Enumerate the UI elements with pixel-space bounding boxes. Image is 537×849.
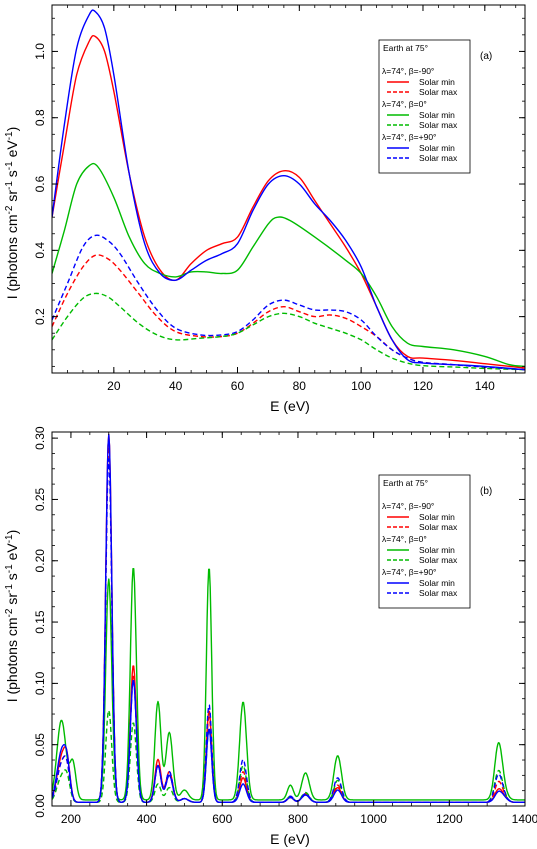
legend: Earth at 75°λ=74°, β=-90°Solar minSolar … xyxy=(378,474,471,609)
x-tick-label: 40 xyxy=(169,379,183,393)
legend-group-label: λ=74°, β=0° xyxy=(382,534,427,544)
series-line-2 xyxy=(52,162,525,368)
y-axis-title-exponent: -1 xyxy=(4,131,15,140)
legend-group-label: λ=74°, β=-90° xyxy=(382,66,434,76)
y-axis-title-exponent: -1 xyxy=(4,584,15,593)
plot-frame xyxy=(51,431,526,807)
y-axis-title-text: eV xyxy=(4,543,20,565)
x-tick-label: 200 xyxy=(61,812,81,826)
legend-entry-label: Solar min xyxy=(419,545,455,555)
y-tick-label: 0.2 xyxy=(33,308,47,325)
y-tick-label: 0.20 xyxy=(33,549,47,573)
y-axis-title-exponent: -2 xyxy=(4,205,15,214)
legend-entry-label: Solar max xyxy=(419,588,458,598)
legend-group-label: λ=74°, β=+90° xyxy=(382,132,436,142)
y-tick-label: 0.25 xyxy=(33,487,47,511)
legend-entry-label: Solar min xyxy=(419,512,455,522)
y-tick-label: 0.10 xyxy=(33,671,47,695)
y-axis-title-text: sr xyxy=(4,190,20,206)
legend-box xyxy=(378,39,471,174)
legend-entry-label: Solar max xyxy=(419,153,458,163)
x-tick-label: 400 xyxy=(137,812,157,826)
legend-title: Earth at 75° xyxy=(383,43,428,53)
y-axis-title-text: s xyxy=(4,573,20,584)
x-tick-label: 80 xyxy=(293,379,307,393)
legend: Earth at 75°λ=74°, β=-90°Solar minSolar … xyxy=(378,39,471,174)
x-tick-label: 60 xyxy=(231,379,245,393)
x-tick-label: 600 xyxy=(212,812,232,826)
legend-group-label: λ=74°, β=0° xyxy=(382,99,427,109)
y-axis-title-exponent: -1 xyxy=(4,181,15,190)
chart-panel-a: 20 40 60 80 100 120 140 0.2 0.4 0.6 0.8 1.0 E (eV) I … xyxy=(4,4,526,414)
series-line-4 xyxy=(52,9,525,371)
panel-tag: (a) xyxy=(480,51,492,62)
legend-group-label: λ=74°, β=-90° xyxy=(382,501,434,511)
y-axis-title-exponent: -1 xyxy=(4,161,15,170)
series-group xyxy=(52,9,525,371)
y-tick-label: 0.15 xyxy=(33,610,47,634)
chart-panel-b: 200 400 600 800 1000 1200 1400 0.00 0.05 0.10 0.15… xyxy=(4,426,537,847)
y-axis-title-exponent: -2 xyxy=(4,608,15,617)
y-axis-title-text: I (photons cm xyxy=(4,214,20,299)
x-tick-label: 800 xyxy=(288,812,308,826)
x-axis-title: E (eV) xyxy=(270,398,310,414)
x-tick-label: 1000 xyxy=(360,812,387,826)
x-tick-label: 140 xyxy=(475,379,495,393)
legend-entry-label: Solar min xyxy=(419,77,455,87)
y-tick-label: 0.00 xyxy=(33,794,47,818)
series-line-3 xyxy=(52,292,525,371)
y-tick-label: 0.6 xyxy=(33,175,47,192)
series-line-2 xyxy=(52,568,525,801)
legend-box xyxy=(378,474,471,609)
y-tick-label: 1.0 xyxy=(33,43,47,60)
series-line-5 xyxy=(52,234,525,371)
y-axis-title-exponent: -1 xyxy=(4,534,15,543)
y-tick-label: 0.4 xyxy=(33,242,47,259)
series-group xyxy=(52,433,525,803)
legend-title: Earth at 75° xyxy=(383,478,428,488)
y-axis-title-text: sr xyxy=(4,593,20,609)
series-line-1 xyxy=(52,254,525,371)
series-line-5 xyxy=(52,458,525,803)
y-axis-title: I (photons cm-2 sr-1 s-1 eV-1) xyxy=(4,530,21,703)
legend-entry-label: Solar max xyxy=(419,87,458,97)
y-axis-title-exponent: -1 xyxy=(4,564,15,573)
y-axis-title-text: ) xyxy=(4,127,20,132)
x-tick-label: 20 xyxy=(107,379,121,393)
y-axis-title-text: s xyxy=(4,170,20,181)
series-line-3 xyxy=(52,709,525,803)
x-tick-label: 120 xyxy=(413,379,433,393)
y-axis-title-text: I (photons cm xyxy=(4,617,20,702)
legend-entry-label: Solar min xyxy=(419,110,455,120)
legend-group-label: λ=74°, β=+90° xyxy=(382,567,436,577)
plot-frame xyxy=(51,4,526,374)
y-axis-title: I (photons cm-2 sr-1 s-1 eV-1) xyxy=(4,127,21,300)
legend-entry-label: Solar min xyxy=(419,143,455,153)
legend-entry-label: Solar max xyxy=(419,120,458,130)
x-axis-title: E (eV) xyxy=(270,831,310,847)
x-tick-label: 100 xyxy=(351,379,371,393)
y-tick-label: 0.30 xyxy=(33,426,47,450)
x-tick-label: 1400 xyxy=(512,812,537,826)
x-tick-label: 1200 xyxy=(436,812,463,826)
y-tick-label: 0.05 xyxy=(33,733,47,757)
legend-entry-label: Solar min xyxy=(419,578,455,588)
y-tick-label: 0.8 xyxy=(33,109,47,126)
legend-entry-label: Solar max xyxy=(419,555,458,565)
legend-entry-label: Solar max xyxy=(419,522,458,532)
panel-tag: (b) xyxy=(480,486,492,497)
y-axis-title-text: eV xyxy=(4,140,20,162)
y-axis-title-text: ) xyxy=(4,530,20,535)
